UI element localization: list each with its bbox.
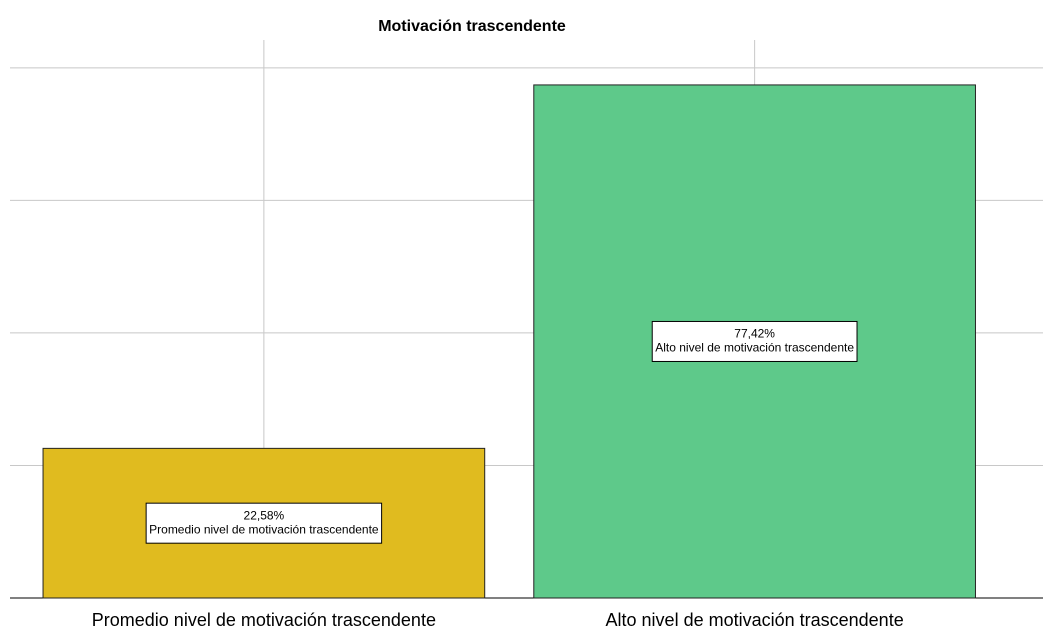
data-label-box <box>145 502 383 544</box>
data-label-category: Promedio nivel de motivación trascendent… <box>149 522 379 536</box>
chart-title: Motivación trascendente <box>378 18 566 35</box>
x-tick-label: Alto nivel de motivación trascendente <box>606 610 904 630</box>
data-label-value: 77,42% <box>734 327 775 341</box>
x-tick-label: Promedio nivel de motivación trascendent… <box>92 610 436 630</box>
data-label: 22,58%Promedio nivel de motivación trasc… <box>145 502 383 544</box>
data-label: 77,42%Alto nivel de motivación trascende… <box>651 320 858 362</box>
data-label-box <box>651 320 858 362</box>
data-label-value: 22,58% <box>244 508 285 522</box>
data-label-category: Alto nivel de motivación trascendente <box>655 341 854 355</box>
